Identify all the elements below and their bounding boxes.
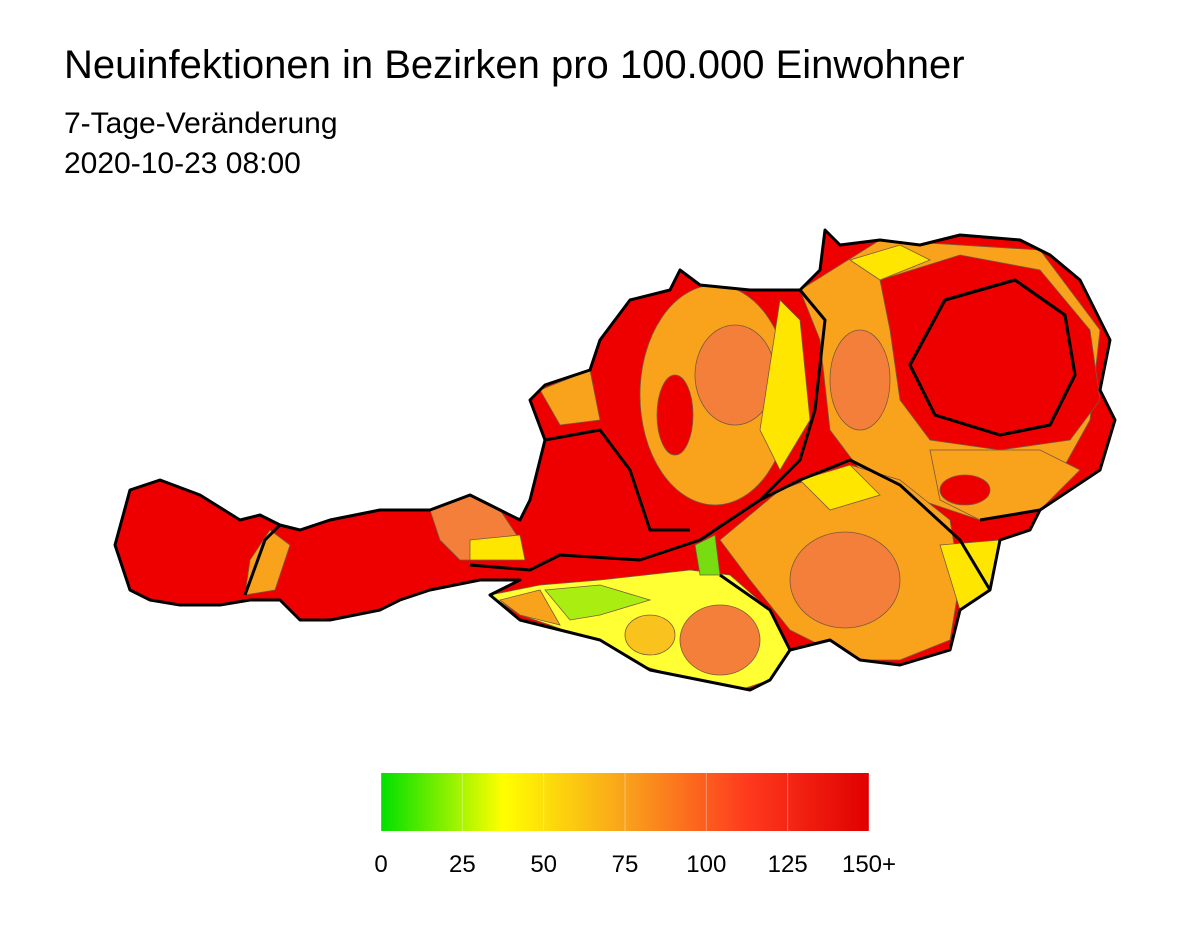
region	[499, 589, 561, 626]
tick-label: 125	[768, 851, 808, 878]
region	[624, 614, 676, 656]
subtitle: 7-Tage-Veränderung	[64, 107, 338, 140]
state-border	[544, 428, 690, 532]
title: Neuinfektionen in Bezirken pro 100.000 E…	[64, 43, 965, 87]
state-border	[243, 523, 282, 596]
region	[799, 464, 881, 511]
tick-label: 0	[374, 851, 387, 878]
region	[656, 374, 694, 456]
region	[679, 604, 761, 676]
region	[759, 299, 811, 471]
region	[789, 531, 901, 629]
tick-label: 150+	[842, 851, 896, 878]
region-vienna	[914, 284, 1072, 431]
color-bar	[381, 773, 869, 831]
tick-label: 100	[686, 851, 726, 878]
cartogram	[113, 228, 1117, 692]
state-border	[979, 508, 1041, 522]
region	[939, 474, 991, 506]
state-border	[758, 289, 827, 502]
region	[469, 534, 526, 561]
tick-label: 50	[530, 851, 557, 878]
region	[544, 584, 652, 621]
vienna-outline	[908, 278, 1077, 437]
tick-label: 25	[449, 851, 476, 878]
state-border	[719, 573, 792, 651]
region	[849, 244, 931, 281]
timestamp: 2020-10-23 08:00	[64, 147, 301, 180]
legend: 0 25 50 75 100 125 150+	[374, 773, 896, 878]
region	[829, 329, 891, 431]
tick-label: 75	[612, 851, 639, 878]
country-outline	[113, 228, 1117, 692]
